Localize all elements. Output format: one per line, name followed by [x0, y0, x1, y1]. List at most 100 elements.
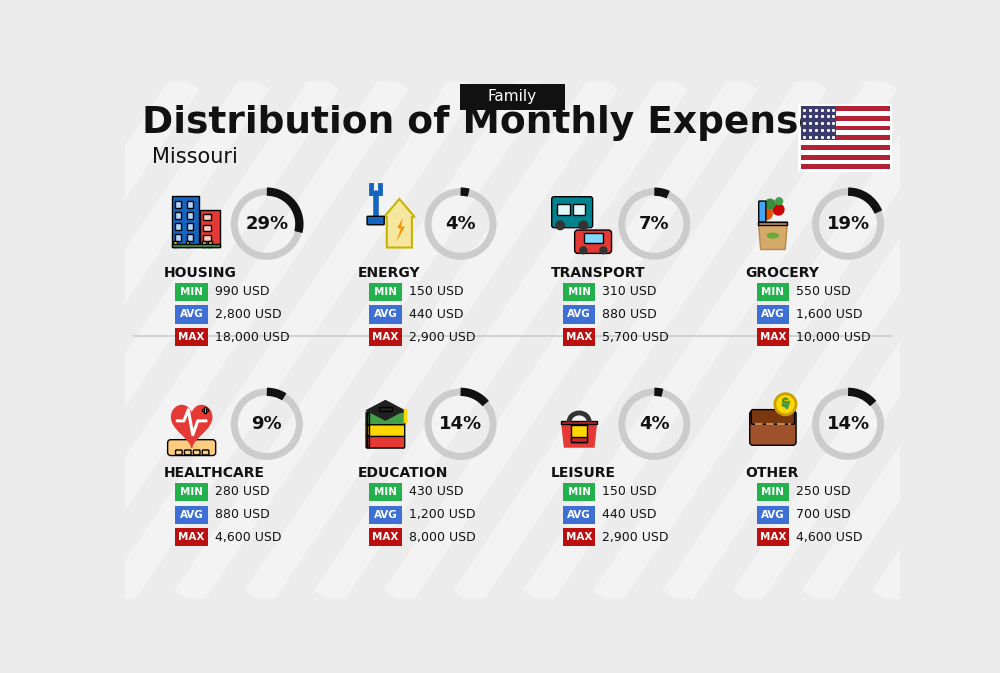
FancyBboxPatch shape	[369, 505, 402, 524]
Text: 150 USD: 150 USD	[409, 285, 463, 298]
Polygon shape	[396, 218, 405, 242]
Circle shape	[404, 420, 407, 423]
Text: 880 USD: 880 USD	[602, 308, 657, 321]
Text: 880 USD: 880 USD	[215, 508, 270, 521]
Text: HOUSING: HOUSING	[164, 266, 237, 279]
FancyBboxPatch shape	[175, 283, 208, 301]
FancyBboxPatch shape	[563, 328, 595, 346]
FancyBboxPatch shape	[801, 120, 890, 126]
Text: 10,000 USD: 10,000 USD	[796, 330, 871, 344]
FancyBboxPatch shape	[366, 435, 405, 448]
Polygon shape	[758, 222, 787, 250]
Text: 250 USD: 250 USD	[796, 485, 851, 499]
Text: Distribution of Monthly Expenses: Distribution of Monthly Expenses	[142, 105, 846, 141]
FancyBboxPatch shape	[175, 483, 208, 501]
Circle shape	[759, 207, 773, 220]
FancyBboxPatch shape	[759, 201, 766, 222]
Text: AVG: AVG	[180, 310, 204, 320]
Text: 7%: 7%	[639, 215, 670, 233]
FancyBboxPatch shape	[367, 425, 369, 435]
Text: 8,000 USD: 8,000 USD	[409, 531, 475, 544]
FancyBboxPatch shape	[208, 241, 212, 247]
FancyBboxPatch shape	[571, 437, 587, 442]
Ellipse shape	[767, 233, 779, 239]
Text: 1,600 USD: 1,600 USD	[796, 308, 863, 321]
Text: 150 USD: 150 USD	[602, 485, 657, 499]
FancyBboxPatch shape	[187, 201, 193, 208]
FancyBboxPatch shape	[751, 410, 795, 425]
Text: 29%: 29%	[245, 215, 288, 233]
Text: HEALTHCARE: HEALTHCARE	[164, 466, 265, 480]
Text: 4%: 4%	[445, 215, 476, 233]
FancyBboxPatch shape	[175, 234, 181, 241]
FancyBboxPatch shape	[575, 230, 612, 254]
Text: AVG: AVG	[374, 509, 397, 520]
FancyBboxPatch shape	[563, 483, 595, 501]
Polygon shape	[365, 400, 405, 421]
FancyBboxPatch shape	[369, 328, 402, 346]
FancyBboxPatch shape	[798, 104, 892, 172]
Text: 280 USD: 280 USD	[215, 485, 270, 499]
FancyBboxPatch shape	[379, 407, 392, 411]
Text: AVG: AVG	[567, 310, 591, 320]
Text: MIN: MIN	[374, 287, 397, 297]
Polygon shape	[561, 422, 597, 448]
FancyBboxPatch shape	[563, 505, 595, 524]
FancyBboxPatch shape	[801, 164, 890, 170]
FancyBboxPatch shape	[175, 528, 208, 546]
FancyBboxPatch shape	[573, 204, 585, 215]
Text: 990 USD: 990 USD	[215, 285, 269, 298]
FancyBboxPatch shape	[367, 216, 384, 225]
Text: 14%: 14%	[827, 415, 870, 433]
FancyBboxPatch shape	[193, 450, 200, 455]
Text: MAX: MAX	[178, 532, 205, 542]
FancyBboxPatch shape	[584, 233, 603, 242]
Text: MIN: MIN	[180, 487, 203, 497]
Text: 440 USD: 440 USD	[409, 308, 463, 321]
FancyBboxPatch shape	[757, 328, 789, 346]
FancyBboxPatch shape	[172, 197, 199, 247]
Text: 14%: 14%	[439, 415, 482, 433]
Text: AVG: AVG	[761, 310, 785, 320]
Text: MAX: MAX	[566, 332, 592, 342]
FancyBboxPatch shape	[203, 235, 211, 241]
Text: $: $	[781, 396, 790, 410]
Text: 440 USD: 440 USD	[602, 508, 657, 521]
Polygon shape	[172, 406, 212, 448]
FancyBboxPatch shape	[172, 244, 220, 247]
FancyBboxPatch shape	[204, 406, 206, 413]
Text: 4,600 USD: 4,600 USD	[215, 531, 281, 544]
FancyBboxPatch shape	[757, 283, 789, 301]
Text: MIN: MIN	[180, 287, 203, 297]
FancyBboxPatch shape	[758, 222, 787, 225]
FancyBboxPatch shape	[200, 210, 220, 247]
FancyBboxPatch shape	[175, 505, 208, 524]
FancyBboxPatch shape	[563, 306, 595, 324]
Text: AVG: AVG	[761, 509, 785, 520]
FancyBboxPatch shape	[203, 225, 211, 231]
FancyBboxPatch shape	[187, 212, 193, 219]
Text: 4,600 USD: 4,600 USD	[796, 531, 863, 544]
FancyBboxPatch shape	[460, 84, 565, 110]
Text: 550 USD: 550 USD	[796, 285, 851, 298]
FancyBboxPatch shape	[801, 131, 890, 135]
FancyBboxPatch shape	[801, 160, 890, 164]
FancyBboxPatch shape	[369, 483, 402, 501]
Text: Family: Family	[488, 90, 537, 104]
Text: ENERGY: ENERGY	[358, 266, 420, 279]
FancyBboxPatch shape	[187, 234, 193, 241]
Text: 2,800 USD: 2,800 USD	[215, 308, 282, 321]
FancyBboxPatch shape	[184, 450, 191, 455]
Text: GROCERY: GROCERY	[745, 266, 819, 279]
FancyBboxPatch shape	[176, 450, 182, 455]
Text: EDUCATION: EDUCATION	[358, 466, 448, 480]
FancyBboxPatch shape	[801, 155, 890, 160]
Text: 700 USD: 700 USD	[796, 508, 851, 521]
FancyBboxPatch shape	[801, 135, 890, 140]
FancyBboxPatch shape	[369, 306, 402, 324]
FancyBboxPatch shape	[750, 411, 796, 446]
Text: MIN: MIN	[761, 487, 784, 497]
FancyBboxPatch shape	[173, 241, 177, 247]
FancyBboxPatch shape	[801, 140, 890, 145]
FancyBboxPatch shape	[757, 505, 789, 524]
